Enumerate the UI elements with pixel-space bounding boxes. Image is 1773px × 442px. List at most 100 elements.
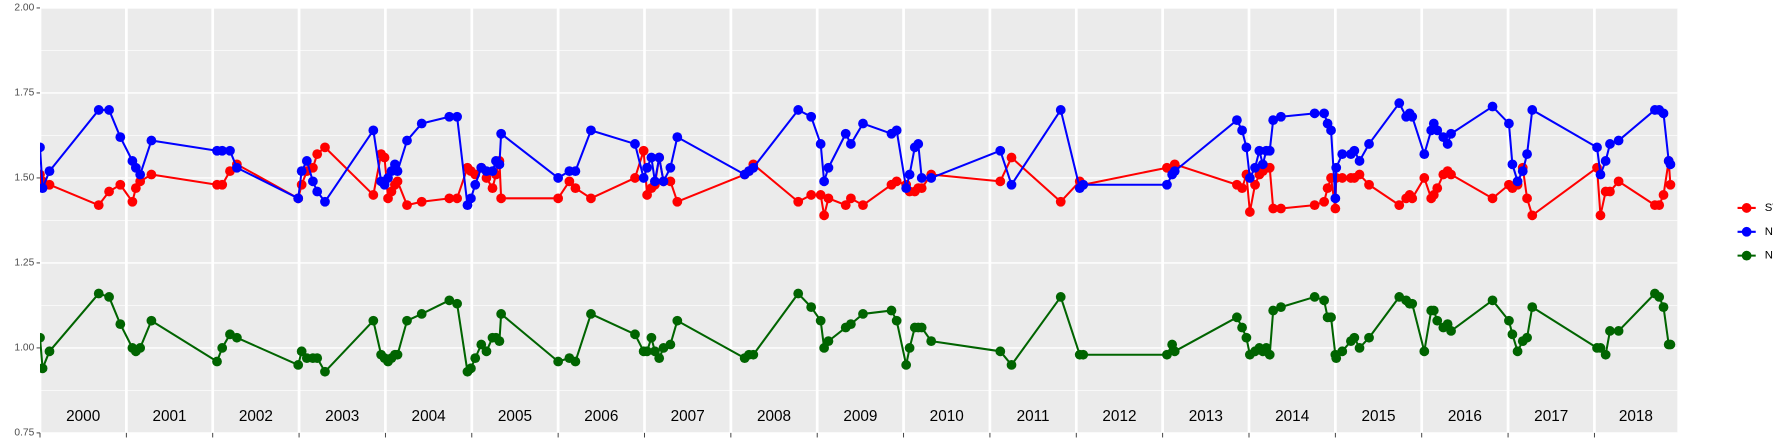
data-point <box>672 315 683 326</box>
data-point <box>392 349 403 360</box>
data-point <box>1331 353 1342 364</box>
data-point <box>846 139 856 149</box>
data-point <box>564 176 575 187</box>
data-point <box>1244 207 1255 217</box>
data-point <box>307 176 318 187</box>
data-point <box>1169 159 1180 170</box>
data-point <box>553 356 564 367</box>
data-point <box>402 135 412 146</box>
data-point <box>416 118 427 129</box>
data-point <box>1517 166 1528 177</box>
data-point <box>1006 152 1017 163</box>
data-point <box>481 346 492 357</box>
data-point <box>1330 193 1341 204</box>
data-point <box>1595 210 1606 221</box>
data-point <box>416 196 427 207</box>
data-point <box>1330 203 1341 214</box>
data-point <box>1268 115 1279 126</box>
data-point <box>748 349 759 360</box>
data-point <box>217 145 228 156</box>
data-point <box>39 183 48 194</box>
data-point <box>806 302 817 313</box>
data-point <box>320 142 330 153</box>
data-point <box>1241 142 1252 153</box>
legend-swatch <box>1741 226 1752 237</box>
year-label: 2008 <box>757 408 791 425</box>
data-point <box>1349 145 1360 156</box>
data-point <box>926 173 937 183</box>
data-point <box>1665 339 1676 350</box>
data-point <box>891 315 902 326</box>
data-point <box>402 200 412 211</box>
data-point <box>320 366 330 377</box>
legend-label: SWIR <box>1765 202 1773 214</box>
data-point <box>217 343 228 353</box>
data-point <box>646 152 657 163</box>
data-point <box>1337 173 1348 183</box>
data-point <box>1322 183 1333 194</box>
data-point <box>1078 179 1089 190</box>
data-point <box>146 135 157 146</box>
legend-swatch <box>1741 203 1752 213</box>
year-label: 2006 <box>584 408 618 425</box>
data-point <box>793 105 804 115</box>
data-point <box>658 176 669 187</box>
data-point <box>846 193 856 204</box>
data-point <box>301 156 312 166</box>
data-point <box>1487 101 1498 112</box>
data-point <box>586 309 596 319</box>
data-point <box>901 360 912 370</box>
data-point <box>916 322 927 333</box>
data-point <box>815 190 826 200</box>
data-point <box>823 336 834 347</box>
data-point <box>1169 166 1180 177</box>
data-point <box>1169 346 1180 357</box>
data-point <box>39 142 45 153</box>
data-point <box>1364 332 1374 343</box>
data-point <box>466 363 476 374</box>
data-point <box>846 319 856 330</box>
y-tick-label: 1.00 <box>14 343 34 354</box>
data-point <box>296 179 307 190</box>
data-point <box>368 125 379 136</box>
data-point <box>135 343 146 353</box>
year-label: 2012 <box>1102 408 1136 425</box>
data-point <box>146 169 157 180</box>
data-point <box>819 176 830 187</box>
data-point <box>1507 329 1518 340</box>
data-point <box>649 176 660 187</box>
legend-swatch <box>1741 250 1752 261</box>
data-point <box>39 363 48 374</box>
data-point <box>1527 210 1538 221</box>
data-point <box>1162 179 1172 190</box>
year-label: 2013 <box>1189 408 1223 425</box>
data-point <box>806 190 817 200</box>
data-point <box>1326 125 1336 136</box>
data-point <box>1446 128 1456 139</box>
data-point <box>646 332 657 343</box>
data-point <box>891 176 902 187</box>
data-point <box>926 336 937 347</box>
data-point <box>466 193 476 204</box>
data-point <box>858 200 868 211</box>
data-point <box>815 315 826 326</box>
data-point <box>217 179 228 190</box>
data-point <box>891 125 902 136</box>
year-label: 2001 <box>152 408 186 425</box>
data-point <box>1078 349 1089 360</box>
data-point <box>1276 111 1286 122</box>
plot-marks <box>39 98 1676 377</box>
data-point <box>127 196 138 207</box>
data-point <box>470 179 481 190</box>
data-point <box>1419 346 1430 357</box>
data-point <box>1432 125 1443 136</box>
year-label: 2016 <box>1448 408 1482 425</box>
data-point <box>638 173 649 183</box>
data-point <box>1613 135 1624 146</box>
data-point <box>570 183 581 194</box>
data-point <box>904 169 915 180</box>
data-point <box>1268 203 1279 214</box>
data-point <box>1487 295 1498 306</box>
data-point <box>496 128 507 139</box>
